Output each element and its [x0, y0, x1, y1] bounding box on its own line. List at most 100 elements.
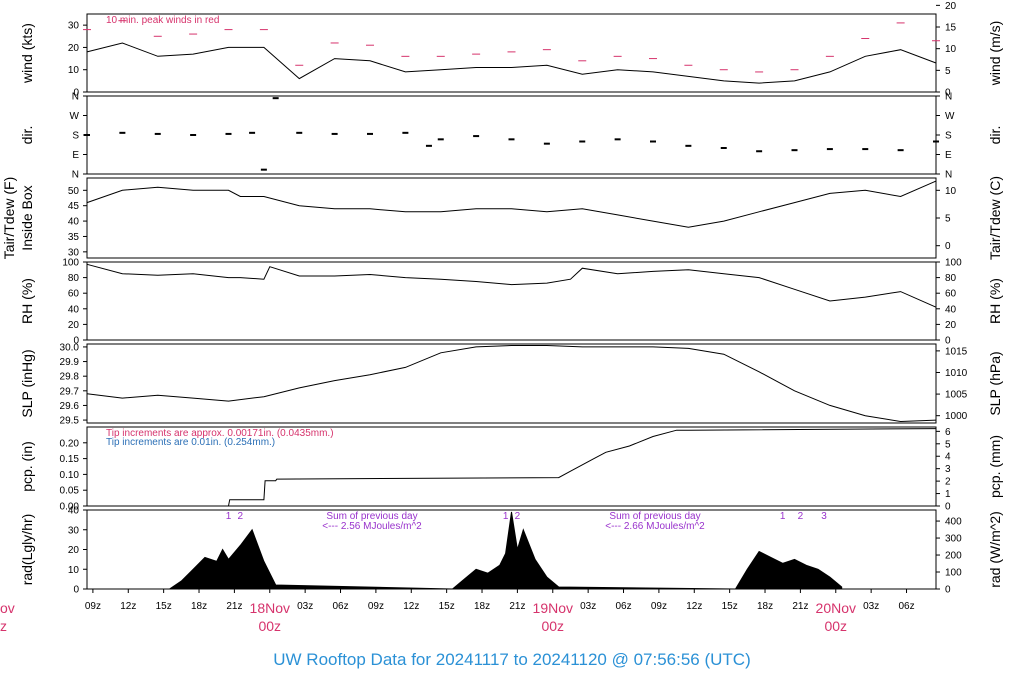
x-day-label: 20Nov	[816, 600, 856, 616]
dir-point	[756, 150, 763, 153]
rad-hour-mark: 2	[515, 511, 521, 522]
pcp-left-tick-label: 0.05	[60, 486, 80, 497]
slp-right-tick-label: 1005	[945, 390, 968, 401]
rh-frame	[86, 261, 937, 341]
pcp-left-tick-label: 0.00	[60, 502, 80, 513]
rh-left-tick-label: 60	[68, 289, 80, 300]
dir-point	[190, 134, 197, 136]
wind-left-tick-label: 10	[68, 65, 80, 76]
pcp-right-tick-label: 6	[945, 427, 951, 438]
temp-left-tick-label: 30	[68, 247, 80, 258]
wind-left-tick-label: 20	[68, 43, 80, 54]
dir-point	[154, 132, 161, 135]
dir-point	[84, 134, 90, 136]
dir-point	[119, 131, 126, 134]
rad-left-tick-label: 40	[68, 506, 80, 517]
rad-left-tick-label: 0	[73, 585, 79, 596]
dir-right-tick-label: N	[945, 92, 952, 103]
x-tick-label: 15z	[439, 601, 455, 612]
dir-point	[579, 140, 586, 143]
dir-point	[425, 144, 432, 147]
x-tick-label: 21z	[226, 601, 242, 612]
x-day-hour-partial: z	[0, 618, 7, 634]
rad-hour-mark: 1	[226, 511, 232, 522]
x-day-label-partial: ov	[0, 600, 15, 616]
rh-right-tick-label: 60	[945, 289, 957, 300]
x-day-hour: 00z	[258, 618, 281, 634]
pcp-note-tip: Tip increments are 0.01in. (0.254mm.)	[106, 437, 275, 448]
dir-left-tick-label: W	[70, 111, 80, 122]
slp-left-tick-label: 29.6	[60, 401, 80, 412]
dir-point	[791, 149, 798, 152]
rh-left-tick-label: 20	[68, 320, 80, 331]
x-tick-label: 03z	[863, 601, 879, 612]
slp-left-tick-label: 29.5	[60, 416, 80, 427]
temp-left-tick-label: 40	[68, 217, 80, 228]
temp-left-tick-label: 45	[68, 201, 80, 212]
temp-right-tick-label: 10	[945, 186, 957, 197]
wind-ylabel-left: wind (kts)	[19, 23, 35, 84]
temp-right-tick-label: 5	[945, 214, 951, 225]
rh-ylabel-right: RH (%)	[987, 278, 1003, 324]
pcp-left-tick-label: 0.15	[60, 454, 80, 465]
rad-hour-mark: 2	[238, 511, 244, 522]
rad-hour-mark: 1	[780, 511, 786, 522]
wind-line	[86, 42, 937, 84]
rad-ylabel-left: rad(Lgly/hr)	[19, 514, 35, 586]
rad-right-tick-label: 100	[945, 568, 962, 579]
rad-sum-title: Sum of previous day	[609, 511, 700, 522]
x-tick-label: 03z	[580, 601, 596, 612]
slp-ylabel-left: SLP (inHg)	[19, 349, 35, 417]
x-tick-label: 18z	[757, 601, 773, 612]
dir-point	[720, 147, 727, 149]
panel-rh: 0 20 40 60 80 100 0 20 40 60 80 100 RH (%) RH (%)	[19, 258, 1003, 347]
slp-left-tick-label: 30.0	[60, 342, 80, 353]
wind-annotation: 10 min. peak winds in red	[106, 15, 219, 26]
dir-left-tick-label: E	[72, 150, 79, 161]
temp-right-tick-label: 0	[945, 241, 951, 252]
dir-point	[826, 148, 833, 151]
wind-right-tick-label: 10	[945, 44, 957, 55]
pcp-right-tick-label: 3	[945, 464, 951, 475]
pcp-note-approx: Tip increments are approx. 0.00171in. (0…	[106, 428, 334, 439]
wind-ylabel-right: wind (m/s)	[987, 21, 1003, 87]
x-tick-label: 12z	[403, 601, 419, 612]
x-tick-label: 03z	[297, 601, 313, 612]
dir-point	[331, 132, 338, 135]
pcp-right-tick-label: 2	[945, 477, 951, 488]
slp-left-tick-label: 29.8	[60, 372, 80, 383]
rh-left-tick-label: 0	[73, 336, 79, 347]
slp-right-tick-label: 1015	[945, 346, 968, 357]
dir-right-tick-label: W	[945, 111, 955, 122]
rh-left-tick-label: 40	[68, 304, 80, 315]
dir-left-tick-label: N	[72, 170, 79, 181]
pcp-line	[87, 428, 937, 507]
wind-frame	[86, 13, 937, 93]
dir-ylabel-left: dir.	[19, 126, 35, 145]
rh-left-tick-label: 100	[62, 258, 79, 269]
dir-left-tick-label: S	[72, 131, 79, 142]
wind-left-tick-label: 30	[68, 21, 80, 32]
dir-point	[249, 131, 256, 134]
dir-point	[296, 131, 303, 134]
pcp-frame	[86, 426, 937, 507]
x-tick-label: 06z	[332, 601, 348, 612]
rh-right-tick-label: 80	[945, 273, 957, 284]
dir-left-tick-label: N	[72, 92, 79, 103]
slp-frame	[86, 343, 937, 424]
rh-right-tick-label: 40	[945, 304, 957, 315]
temp-ylabel-left: Tair/Tdew (F)	[1, 177, 17, 259]
x-tick-label: 15z	[156, 601, 172, 612]
rad-hour-mark: 3	[821, 511, 827, 522]
rad-hour-mark: 2	[798, 511, 804, 522]
dir-point	[650, 140, 656, 143]
x-tick-label: 21z	[509, 601, 525, 612]
slp-ylabel-right: SLP (hPa)	[987, 351, 1003, 415]
slp-left-tick-label: 29.7	[60, 386, 80, 397]
rad-right-tick-label: 200	[945, 551, 962, 562]
dir-point	[862, 148, 869, 151]
pcp-ylabel-right: pcp. (mm)	[987, 435, 1003, 498]
